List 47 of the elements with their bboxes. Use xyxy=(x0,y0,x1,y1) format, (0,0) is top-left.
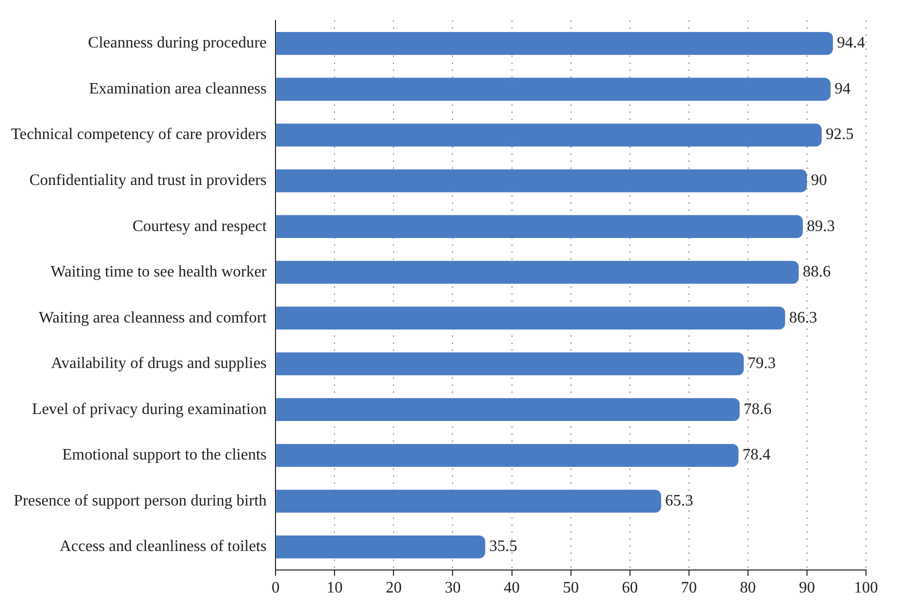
bar xyxy=(276,260,799,284)
y-tick-label: Confidentiality and trust in providers xyxy=(29,172,267,189)
bar xyxy=(276,306,786,330)
y-tick-label: Technical competency of care providers xyxy=(11,126,267,144)
bar xyxy=(276,215,803,238)
y-tick-label: Level of privacy during examination xyxy=(32,400,267,418)
x-tick-label: 20 xyxy=(386,580,402,597)
x-tick-label: 80 xyxy=(740,580,756,597)
y-tick-label: Examination area cleanness xyxy=(88,80,267,98)
y-tick-label: Availability of drugs and supplies xyxy=(50,355,267,372)
y-tick-label: Presence of support person during birth xyxy=(14,492,267,510)
data-label: 89.3 xyxy=(806,218,835,235)
y-tick-label: Access and cleanliness of toilets xyxy=(60,538,267,556)
data-label: 35.5 xyxy=(489,538,518,556)
data-label: 94.4 xyxy=(836,34,865,52)
data-label: 78.6 xyxy=(744,400,772,418)
x-tick-label: 50 xyxy=(562,580,579,597)
bar xyxy=(276,444,738,467)
bar xyxy=(276,124,822,146)
x-tick-label: 70 xyxy=(680,580,697,597)
data-label: 92.5 xyxy=(826,126,854,144)
data-label: 90 xyxy=(810,172,827,189)
data-label: 86.3 xyxy=(789,309,818,326)
data-label: 78.4 xyxy=(742,446,770,464)
y-tick-label: Waiting time to see health worker xyxy=(50,264,268,281)
x-tick-label: 100 xyxy=(854,580,878,597)
x-tick-label: 60 xyxy=(622,580,638,597)
bar xyxy=(276,32,833,55)
bar xyxy=(276,78,831,101)
bar xyxy=(276,535,486,558)
data-label: 79.3 xyxy=(748,355,776,372)
y-tick-label: Emotional support to the clients xyxy=(62,446,267,464)
y-tick-label: Cleanness during procedure xyxy=(88,34,267,52)
data-label: 65.3 xyxy=(665,492,694,510)
bar xyxy=(276,352,744,376)
y-tick-label: Courtesy and respect xyxy=(132,218,268,235)
data-label: 88.6 xyxy=(802,264,831,281)
bar xyxy=(276,398,740,422)
x-tick-label: 0 xyxy=(272,580,280,597)
x-tick-label: 40 xyxy=(504,580,520,597)
x-tick-label: 30 xyxy=(444,580,461,597)
bar xyxy=(276,490,662,513)
bar xyxy=(276,169,807,192)
data-label: 94 xyxy=(834,80,851,98)
x-tick-label: 10 xyxy=(326,580,343,597)
y-tick-label: Waiting area cleanness and comfort xyxy=(38,309,268,326)
x-tick-label: 90 xyxy=(798,580,815,597)
